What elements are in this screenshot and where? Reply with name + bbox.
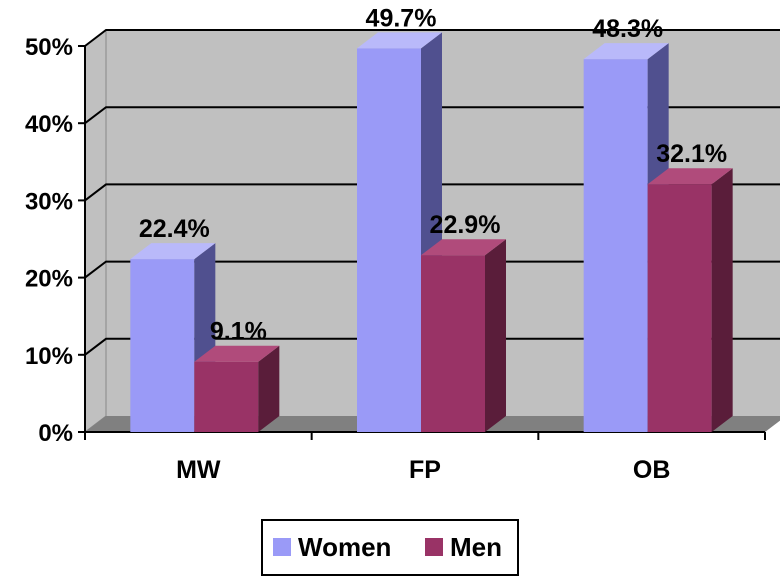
data-label-women-fp: 49.7% [366, 4, 437, 32]
gridline [84, 337, 780, 356]
bar-front [647, 184, 712, 432]
bar-side [711, 168, 733, 433]
y-tick-label: 50% [25, 34, 73, 61]
y-tick-label: 30% [25, 188, 73, 215]
data-label-men-mw: 9.1% [210, 318, 267, 346]
bar-front [130, 259, 195, 432]
y-tick-label: 20% [25, 266, 73, 293]
bar-front [357, 48, 421, 432]
y-tick-label: 0% [38, 420, 73, 447]
bars [130, 32, 733, 433]
data-label-men-ob: 32.1% [656, 140, 727, 168]
gridline [84, 106, 780, 124]
bar-men-mw [194, 345, 280, 432]
data-label-women-ob: 48.3% [592, 15, 663, 43]
bar-top [130, 243, 216, 260]
bar-front [421, 255, 485, 432]
x-tick-label: OB [633, 456, 671, 484]
bar-top [194, 345, 280, 362]
bar-front [583, 59, 648, 433]
legend-box [261, 519, 519, 576]
bar-top [357, 32, 442, 49]
bar-side [485, 239, 506, 432]
bar-front [194, 361, 259, 432]
bar-top [583, 43, 669, 60]
gridlines [84, 29, 780, 356]
bar-top [421, 239, 506, 256]
bar-side [258, 345, 280, 432]
legend-swatch-women [273, 538, 291, 556]
data-label-women-mw: 22.4% [139, 215, 210, 243]
gridline [84, 29, 780, 47]
x-tick-label: FP [409, 456, 441, 484]
legend-swatch-men [425, 538, 443, 556]
data-labels: 22.4% 9.1% 49.7% 22.9% 48.3% 32.1% [139, 4, 727, 345]
x-tick-label: MW [176, 456, 221, 484]
y-tick-label: 10% [25, 343, 73, 370]
side-wall [84, 28, 107, 434]
legend-label-women: Women [298, 532, 391, 562]
legend-label-men: Men [450, 532, 502, 562]
gridline [84, 260, 780, 279]
data-label-men-fp: 22.9% [430, 211, 501, 239]
bar-top [647, 168, 733, 185]
gridline [84, 183, 780, 202]
bar-men-ob [647, 168, 733, 433]
bar-men-fp [421, 239, 506, 432]
y-tick-label: 40% [25, 111, 73, 138]
legend: Women Men [261, 519, 519, 576]
